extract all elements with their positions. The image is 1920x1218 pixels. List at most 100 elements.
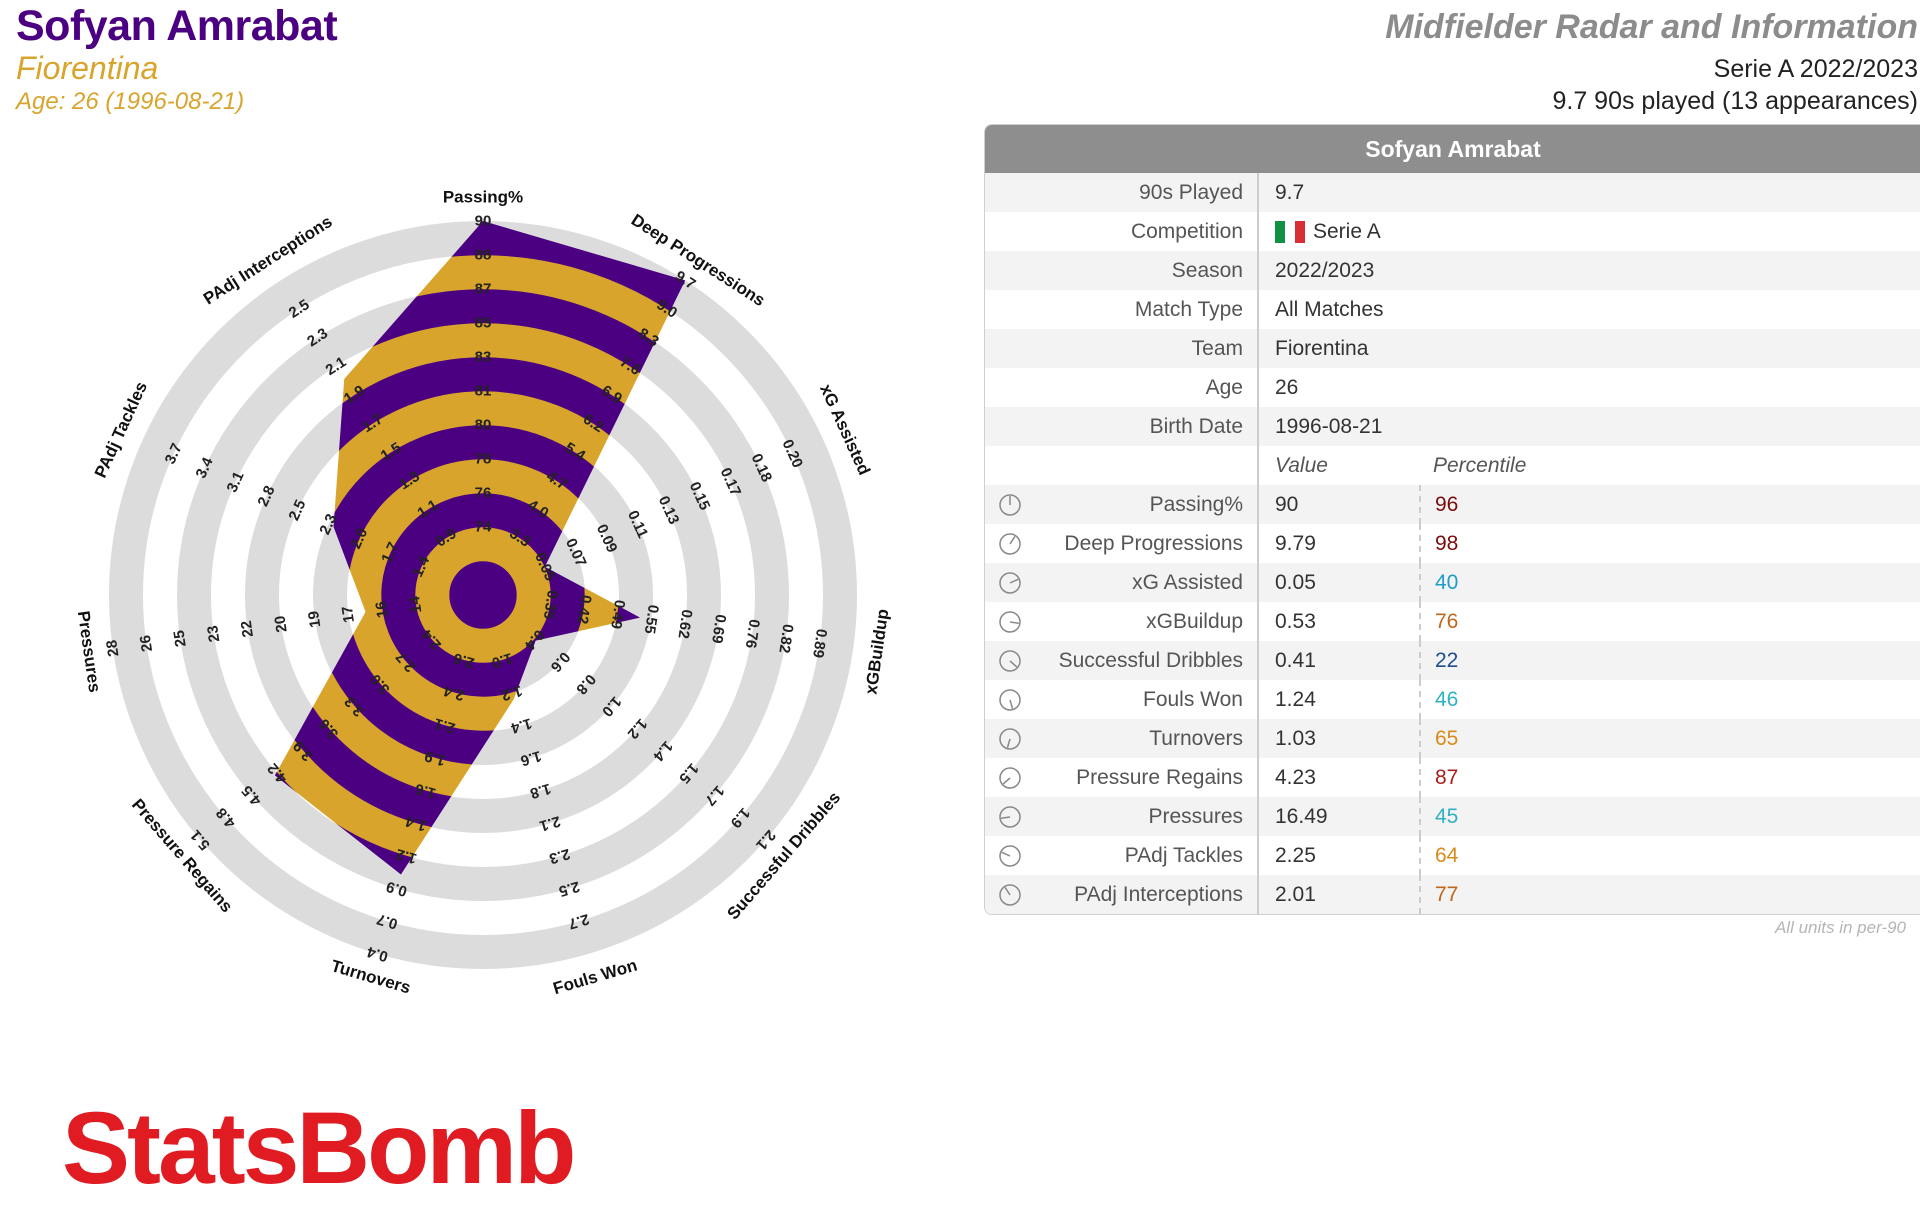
metric-label: PAdj Interceptions [1074, 882, 1243, 906]
percentile-dial-icon [985, 687, 1035, 713]
info-label: Match Type [1134, 297, 1243, 321]
metric-row: Pressure Regains 4.23 87 [985, 758, 1920, 797]
metric-row: PAdj Tackles 2.25 64 [985, 836, 1920, 875]
info-row: Birth Date 1996-08-21 [985, 407, 1920, 446]
team-name: Fiorentina [16, 50, 159, 86]
percentile-dial-icon [985, 882, 1035, 908]
metric-row: Turnovers 1.03 65 [985, 719, 1920, 758]
metric-label: Successful Dribbles [1058, 648, 1243, 672]
radar-tick-label: 0.55 [641, 604, 662, 635]
radar-metric-label: Pressures [74, 610, 105, 694]
metric-value: 0.05 [1257, 563, 1419, 602]
radar-band [414, 526, 552, 664]
percentile-dial-icon [985, 531, 1035, 557]
statsbomb-logo: StatsBomb [62, 1091, 576, 1205]
info-row: Age 26 [985, 368, 1920, 407]
metric-value: 16.49 [1257, 797, 1419, 836]
radar-tick-label: 23 [204, 624, 223, 643]
radar-tick-label: 17 [339, 605, 358, 624]
radar-core [449, 561, 517, 629]
percentile-dial-icon [985, 648, 1035, 674]
radar-band [380, 492, 586, 698]
metric-value: 1.24 [1257, 680, 1419, 719]
metric-label: PAdj Tackles [1124, 843, 1243, 867]
metric-row: PAdj Interceptions 2.01 77 [985, 875, 1920, 914]
radar-tick-label: 0.62 [674, 608, 695, 639]
radar-tick-label: 1.2 [499, 682, 524, 704]
metric-percentile: 77 [1419, 875, 1920, 914]
percentile-dial-icon [985, 726, 1035, 752]
radar-tick-label: 22 [238, 619, 257, 638]
info-row: Match Type All Matches [985, 290, 1920, 329]
metric-percentile: 65 [1419, 719, 1920, 758]
report-title: Midfielder Radar and Information [1385, 8, 1918, 46]
radar-tick-label: 0.69 [708, 613, 729, 644]
metric-row: xG Assisted 0.05 40 [985, 563, 1920, 602]
metric-value: 2.25 [1257, 836, 1419, 875]
season-line: Serie A 2022/2023 [1713, 55, 1918, 83]
metric-value: 4.23 [1257, 758, 1419, 797]
info-value: 26 [1257, 368, 1920, 407]
radar-tick-label: 1.4 [403, 812, 428, 834]
radar-tick-label: 85 [475, 315, 492, 332]
metric-row: Deep Progressions 9.79 98 [985, 524, 1920, 563]
radar-tick-label: 2.3 [547, 845, 572, 867]
radar-band [274, 254, 686, 875]
radar-tick-label: 25 [171, 629, 190, 648]
info-row: 90s Played 9.7 [985, 173, 1920, 212]
percentile-dial-icon [985, 804, 1035, 830]
radar-band [274, 288, 686, 875]
metric-value: 0.41 [1257, 641, 1419, 680]
radar-tick-label: 0.89 [809, 628, 830, 659]
metric-percentile: 40 [1419, 563, 1920, 602]
radar-metric-label: xGBuildup [861, 608, 892, 696]
radar-tick-label: 2.1 [432, 714, 457, 736]
radar-tick-label: 81 [475, 383, 492, 400]
metric-value: 1.03 [1257, 719, 1419, 758]
percentile-dial-icon [985, 843, 1035, 869]
metric-value: 90 [1257, 485, 1419, 524]
radar-tick-label: 90 [475, 213, 492, 230]
metric-percentile: 96 [1419, 485, 1920, 524]
table-body: 90s Played 9.7 Competition Serie A Season 202… [985, 173, 1920, 914]
radar-tick-label: 1.0 [490, 649, 515, 671]
info-row: Team Fiorentina [985, 329, 1920, 368]
info-value: 9.7 [1257, 173, 1920, 212]
radar-tick-label: 0.42 [573, 594, 594, 625]
metric-row: Successful Dribbles 0.41 22 [985, 641, 1920, 680]
metric-row: Pressures 16.49 45 [985, 797, 1920, 836]
metric-percentile: 22 [1419, 641, 1920, 680]
metric-percentile: 46 [1419, 680, 1920, 719]
radar-tick-label: 80 [475, 417, 492, 434]
radar-tick-label: 28 [103, 639, 122, 658]
radar-tick-label: 2.1 [538, 812, 563, 834]
percentile-dial-icon [985, 492, 1035, 518]
radar-tick-label: 19 [305, 610, 324, 629]
metric-row: xGBuildup 0.53 76 [985, 602, 1920, 641]
radar-tick-label: 0.9 [384, 878, 409, 900]
percentile-dial-icon [985, 609, 1035, 635]
metric-row: Fouls Won 1.24 46 [985, 680, 1920, 719]
radar-tick-label: 78 [475, 451, 492, 468]
radar-band [274, 221, 686, 875]
metric-value: 2.01 [1257, 875, 1419, 914]
metrics-header-row: Value Percentile [985, 446, 1920, 485]
info-label: Team [1191, 336, 1243, 360]
info-label: Birth Date [1149, 414, 1243, 438]
metric-value: 0.53 [1257, 602, 1419, 641]
radar-tick-label: 1.9 [423, 747, 448, 769]
metric-label: Pressure Regains [1076, 765, 1243, 789]
metric-label: xGBuildup [1146, 609, 1243, 633]
italy-flag-icon [1275, 220, 1305, 243]
radar-tick-label: 0.35 [540, 589, 561, 620]
info-value: 2022/2023 [1257, 251, 1920, 290]
radar-tick-label: 87 [475, 281, 492, 298]
radar-tick-label: 0.7 [375, 910, 400, 932]
metric-label: xG Assisted [1132, 570, 1243, 594]
info-row: Season 2022/2023 [985, 251, 1920, 290]
radar-tick-label: 74 [475, 519, 492, 536]
radar-tick-label: 1.6 [413, 780, 438, 802]
played-line: 9.7 90s played (13 appearances) [1552, 87, 1918, 115]
radar-tick-label: 1.4 [508, 714, 533, 736]
radar-chart: 74767880818385878890Passing%3.34.04.75.4… [74, 188, 893, 999]
